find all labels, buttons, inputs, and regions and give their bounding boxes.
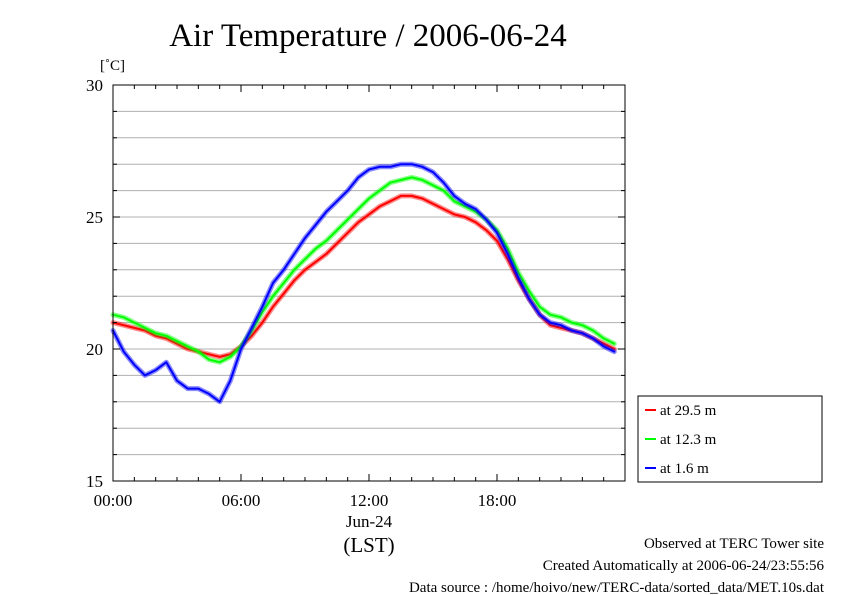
series-halo-2 (110, 161, 617, 405)
y-tick-label: 15 (86, 472, 103, 491)
legend-box (637, 395, 823, 483)
y-axis-ticks: 15 20 25 30 (86, 76, 625, 491)
x-tick-label: 00:00 (94, 491, 133, 510)
x-date-label: Jun-24 (346, 512, 393, 531)
plot-frame (112, 84, 626, 482)
x-axis-ticks: 00:00 06:00 12:00 18:00 (94, 85, 626, 510)
footer-site: Observed at TERC Tower site (643, 536, 824, 552)
x-tick-label: 12:00 (350, 491, 389, 510)
legend-label-2: at 1.6 m (660, 461, 709, 477)
legend-label-0: at 29.5 m (660, 403, 717, 419)
x-tick-label: 06:00 (222, 491, 261, 510)
y-tick-label: 25 (86, 208, 103, 227)
chart-title: Air Temperature / 2006-06-24 (169, 18, 567, 54)
x-axis-label: (LST) (343, 533, 394, 557)
grid-lines (113, 110, 625, 456)
footer-created: Created Automatically at 2006-06-24/23:5… (542, 558, 824, 574)
footer-source: Data source : /home/hoivo/new/TERC-data/… (408, 580, 824, 595)
legend-label-1: at 12.3 m (660, 432, 717, 448)
y-axis-unit: [˚C] (100, 58, 125, 74)
series-line-2 (112, 163, 616, 403)
series-line-1 (112, 176, 616, 364)
series-halo-0 (110, 193, 617, 360)
x-tick-label: 18:00 (478, 491, 517, 510)
legend: at 29.5 m at 12.3 m at 1.6 m (637, 395, 823, 483)
y-tick-label: 30 (86, 76, 103, 95)
y-tick-label: 20 (86, 340, 103, 359)
series-lines (110, 161, 617, 405)
